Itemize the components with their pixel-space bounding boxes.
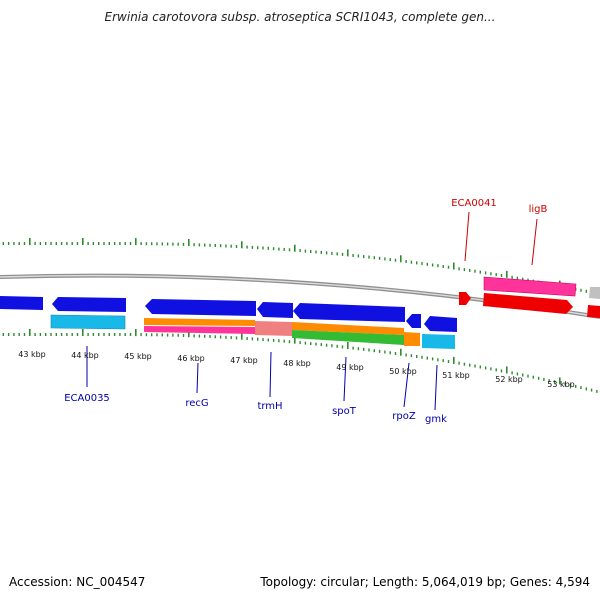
gene-label-spoT: spoT bbox=[332, 406, 357, 417]
gene-feature-rpoZ-orange bbox=[404, 332, 420, 346]
gene-feature-ECA0035-blue bbox=[52, 297, 126, 312]
scale-label: 47 kbp bbox=[230, 356, 258, 365]
bottom-tick-ruler bbox=[2, 329, 598, 393]
gene-label-gmk: gmk bbox=[425, 414, 447, 425]
gene-label-ligB: ligB bbox=[529, 204, 548, 215]
gene-label-trmH: trmH bbox=[257, 401, 282, 412]
gene-feature-left-blue bbox=[0, 296, 43, 310]
scale-label: 45 kbp bbox=[124, 352, 152, 361]
gene-feature-trmH-blue bbox=[257, 302, 293, 318]
gene-feature-spoT-green bbox=[292, 330, 404, 345]
gene-feature-gmk-blue bbox=[424, 316, 457, 332]
label-leaders bbox=[86, 211, 538, 411]
scale-label: 48 kbp bbox=[283, 359, 311, 368]
gene-feature-spoT-blue bbox=[293, 303, 405, 322]
gene-feature-right-gray bbox=[589, 287, 600, 299]
scale-label: 43 kbp bbox=[18, 350, 46, 359]
gene-feature-spoT-orange bbox=[292, 322, 404, 335]
scale-label: 52 kbp bbox=[495, 375, 523, 384]
gene-feature-recG-pink bbox=[144, 326, 255, 334]
gene-feature-trmH-salmon bbox=[255, 321, 292, 336]
scale-label: 49 kbp bbox=[336, 363, 364, 372]
gene-feature-ECA0041 bbox=[459, 292, 471, 305]
gene-feature-recG-blue bbox=[145, 299, 256, 316]
genome-summary-text: Topology: circular; Length: 5,064,019 bp… bbox=[260, 575, 590, 589]
gene-feature-rpoZ-blue bbox=[406, 314, 421, 328]
scale-label: 50 kbp bbox=[389, 367, 417, 376]
gene-feature-ligB-red bbox=[483, 293, 573, 314]
gene-feature-ligB-pink bbox=[483, 276, 577, 297]
gene-feature-ECA0035-cyan bbox=[50, 314, 126, 330]
gene-feature-right-red bbox=[587, 305, 600, 318]
scale-label: 44 kbp bbox=[71, 351, 99, 360]
scale-label: 51 kbp bbox=[442, 371, 470, 380]
map-title: Erwinia carotovora subsp. atroseptica SC… bbox=[104, 10, 496, 24]
gene-feature-recG-orange bbox=[144, 318, 255, 326]
gene-label-recG: recG bbox=[185, 398, 208, 409]
gene-label-rpoZ: rpoZ bbox=[392, 411, 416, 422]
gene-label-ECA0035: ECA0035 bbox=[64, 393, 110, 404]
gene-feature-gmk-cyan bbox=[422, 334, 455, 349]
gene-label-ECA0041: ECA0041 bbox=[451, 198, 497, 209]
scale-label: 46 kbp bbox=[177, 354, 205, 363]
reverse-genes bbox=[0, 296, 457, 349]
accession-text: Accession: NC_004547 bbox=[9, 575, 146, 589]
scale-label: 53 kbp bbox=[547, 380, 575, 389]
forward-genes bbox=[459, 276, 600, 318]
